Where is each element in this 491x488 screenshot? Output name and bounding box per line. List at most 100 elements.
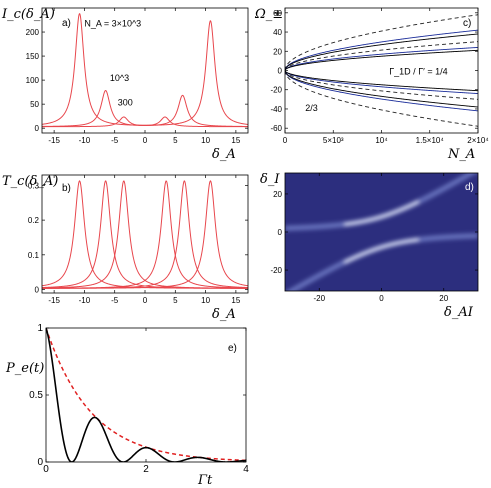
panel-d-ylabel: δ_I [260, 172, 280, 187]
panel-c-series-line [285, 33, 478, 71]
y-tick-label: 0.2 [28, 216, 40, 225]
y-tick-label: 0 [35, 286, 40, 295]
panel-c-series-line [285, 14, 478, 71]
panel-c-annotation: 2/3 [305, 103, 318, 113]
panel-d: -20 0 20 -20 0 20 d) δ_I δ_AI [260, 172, 479, 320]
panel-c-series-line [285, 70, 478, 127]
x-tick-label: -15 [48, 296, 60, 305]
panel-c-series-line [285, 70, 478, 108]
panel-c-series-line [285, 70, 478, 100]
panel-b-peak-line [42, 180, 248, 289]
x-tick-label: 2 [143, 464, 149, 475]
y-tick-label: 0 [278, 67, 283, 76]
x-tick-label: 4 [243, 464, 249, 475]
x-tick-label: -15 [48, 136, 60, 145]
panel-c-annotation: Γ_1D / Γ′ = 1/4 [389, 66, 447, 76]
y-tick-label: 0 [278, 228, 283, 237]
x-tick-label: 5 [173, 136, 178, 145]
panel-b-peak-line [42, 180, 248, 289]
panel-b-peak-line [42, 180, 248, 289]
panel-d-band-core [343, 200, 420, 226]
x-tick-label: 0 [379, 294, 384, 303]
panel-c-frame [284, 7, 479, 134]
y-tick-label: 60 [273, 9, 282, 18]
panel-a-annotation: N_A = 3×10^3 [84, 18, 141, 28]
panel-a-series-line [42, 90, 248, 127]
panel-a-frame [41, 7, 249, 134]
panel-a-curves [42, 13, 248, 128]
panel-c-xlabel: N_A [447, 147, 475, 162]
x-tick-label: 10 [201, 296, 210, 305]
panel-d-heatmap-bands [285, 173, 478, 291]
panel-c-series-line [285, 70, 478, 112]
x-tick-label: 10 [201, 136, 210, 145]
panel-a-letter: a) [62, 18, 71, 29]
x-tick-label: -5 [111, 296, 119, 305]
y-tick-label: 0.5 [29, 390, 43, 401]
y-tick-label: 200 [26, 28, 40, 37]
x-tick-label: 15 [231, 296, 240, 305]
x-tick-label: 1.5×10⁴ [416, 136, 445, 145]
x-tick-label: 5 [173, 296, 178, 305]
panel-a-series-line [42, 13, 248, 126]
panel-c-series-line [285, 49, 478, 71]
panel-c-ylabel: Ω_± [254, 7, 283, 22]
y-tick-label: 1 [37, 323, 43, 334]
panel-c: 0 5×10³ 10⁴ 1.5×10⁴ 2×10⁴ -60 -40 -20 0 20 40 60 Γ_… [254, 7, 489, 162]
panel-c-ticks: 0 5×10³ 10⁴ 1.5×10⁴ 2×10⁴ -60 -40 -20 0 20 40 60 [270, 8, 489, 145]
x-tick-label: -10 [79, 136, 91, 145]
panel-e-ticks: 0 2 4 0 0.5 1 [29, 323, 249, 475]
panel-c-annotations: Γ_1D / Γ′ = 1/4 2/3 [305, 66, 447, 113]
y-tick-label: 50 [30, 100, 39, 109]
panel-d-ticks: -20 0 20 -20 0 20 [270, 173, 478, 303]
x-tick-label: 15 [231, 136, 240, 145]
panel-a-xlabel: δ_A [212, 147, 236, 162]
x-tick-label: 5×10³ [323, 136, 344, 145]
panel-c-series-line [285, 70, 478, 95]
panel-c-series-line [285, 41, 478, 71]
x-tick-label: -5 [111, 136, 119, 145]
y-tick-label: 0.3 [28, 181, 40, 190]
x-tick-label: 2×10⁴ [467, 136, 489, 145]
panel-c-curves [285, 14, 478, 127]
panel-e-ylabel: P_e(t) [5, 361, 44, 376]
panel-a-annotations: N_A = 3×10^3 10^3 300 [84, 18, 141, 107]
panel-d-xlabel: δ_AI [444, 305, 474, 320]
y-tick-label: 20 [273, 190, 282, 199]
panel-e: 0 2 4 0 0.5 1 e) P_e(t) Γt [5, 323, 249, 488]
y-tick-label: -20 [270, 266, 282, 275]
panel-b-peak-line [42, 180, 248, 289]
panel-c-series-line [285, 29, 478, 71]
panel-c-series-line [285, 70, 478, 92]
panel-e-frame [45, 327, 247, 463]
panel-b: -15 -10 -5 0 5 10 15 0 0.1 0.2 0.3 b) T_c(δ_A) δ_A [2, 174, 249, 322]
panel-b-ylabel: T_c(δ_A) [2, 174, 58, 189]
x-tick-label: 0 [143, 136, 148, 145]
panel-d-heatmap-background [285, 173, 478, 291]
y-tick-label: 20 [273, 47, 282, 56]
panel-d-glow-group [285, 173, 478, 291]
y-tick-label: 0 [37, 457, 43, 468]
panel-e-curves [46, 328, 246, 462]
x-tick-label: 20 [439, 294, 448, 303]
panel-b-curves [42, 180, 248, 289]
panel-b-letter: b) [62, 183, 71, 194]
panel-c-letter: c) [463, 18, 471, 29]
y-tick-label: 0 [35, 124, 40, 133]
x-tick-label: 0 [43, 464, 49, 475]
panel-a-ylabel: I_c(δ_A) [1, 7, 55, 22]
y-tick-label: -20 [270, 86, 282, 95]
panel-a-series-line [42, 116, 248, 128]
panel-b-frame [41, 174, 249, 294]
panel-c-series-line [285, 46, 478, 71]
y-tick-label: 40 [273, 28, 282, 37]
x-tick-label: -10 [79, 296, 91, 305]
y-tick-label: 0.1 [28, 251, 40, 260]
x-tick-label: -20 [313, 294, 325, 303]
panel-e-letter: e) [228, 343, 237, 354]
panel-e-series-line [46, 328, 246, 462]
panel-a-annotation: 300 [118, 98, 133, 108]
